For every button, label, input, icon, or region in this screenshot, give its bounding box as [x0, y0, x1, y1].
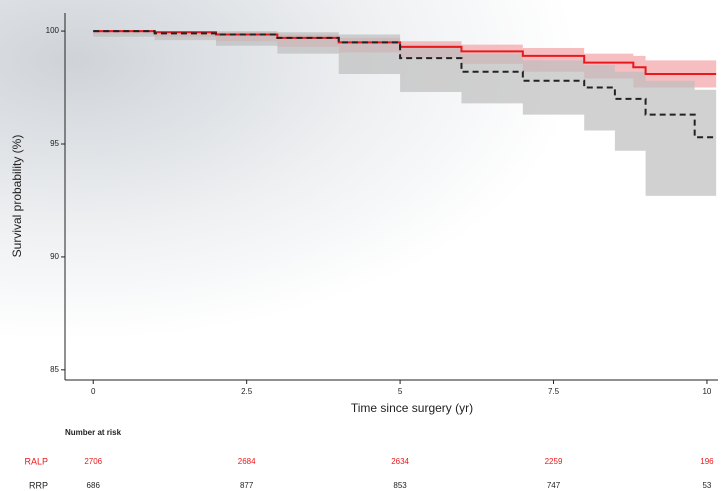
risk-row-name: RRP — [29, 480, 48, 490]
x-axis-title: Time since surgery (yr) — [351, 401, 473, 415]
x-tick-label: 5 — [398, 387, 403, 396]
risk-value: 747 — [547, 481, 561, 490]
y-tick-label: 100 — [46, 26, 60, 35]
risk-value: 196 — [700, 457, 714, 466]
risk-value: 53 — [702, 481, 711, 490]
x-tick-label: 10 — [702, 387, 711, 396]
chart: Time since surgery (yr) Survival probabi… — [0, 0, 721, 491]
x-tick-label: 7.5 — [548, 387, 560, 396]
y-axis-title: Survival probability (%) — [10, 135, 24, 258]
x-tick-label: 0 — [91, 387, 96, 396]
risk-value: 2706 — [84, 457, 102, 466]
risk-value: 2259 — [545, 457, 563, 466]
risk-value: 2634 — [391, 457, 409, 466]
risk-row-name: RALP — [24, 456, 48, 466]
x-tick-label: 2.5 — [241, 387, 253, 396]
y-tick-label: 95 — [50, 139, 59, 148]
risk-value: 853 — [393, 481, 407, 490]
y-tick-label: 90 — [50, 252, 59, 261]
risk-value: 877 — [240, 481, 254, 490]
y-tick-label: 85 — [50, 365, 59, 374]
page: Time since surgery (yr) Survival probabi… — [0, 0, 721, 491]
risk-value: 2684 — [238, 457, 256, 466]
risk-value: 686 — [87, 481, 101, 490]
risk-table-title: Number at risk — [65, 428, 122, 437]
